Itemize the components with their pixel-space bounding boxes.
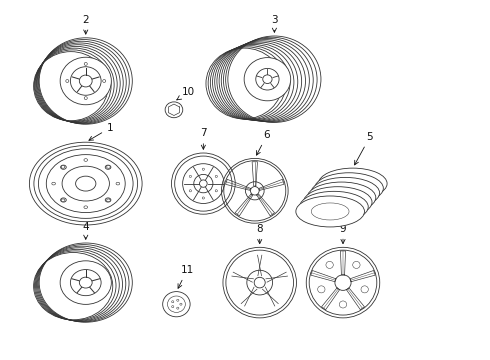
Ellipse shape	[61, 166, 65, 168]
Ellipse shape	[84, 159, 88, 161]
Ellipse shape	[60, 261, 111, 304]
Ellipse shape	[361, 286, 368, 293]
Ellipse shape	[61, 198, 66, 202]
Text: 8: 8	[256, 224, 263, 244]
Ellipse shape	[61, 165, 66, 169]
Ellipse shape	[84, 97, 87, 99]
Text: 11: 11	[178, 265, 194, 288]
Ellipse shape	[334, 175, 371, 192]
Ellipse shape	[299, 192, 368, 222]
Text: 9: 9	[340, 224, 346, 244]
Ellipse shape	[326, 261, 333, 269]
Ellipse shape	[215, 190, 218, 192]
Ellipse shape	[102, 80, 106, 82]
Ellipse shape	[189, 175, 192, 177]
Text: 2: 2	[82, 15, 89, 34]
Ellipse shape	[172, 301, 174, 303]
Ellipse shape	[318, 168, 387, 199]
Ellipse shape	[315, 173, 383, 204]
Ellipse shape	[60, 57, 111, 105]
Ellipse shape	[202, 168, 204, 170]
Ellipse shape	[189, 190, 192, 192]
Ellipse shape	[296, 196, 365, 227]
Ellipse shape	[84, 206, 88, 208]
Ellipse shape	[61, 199, 65, 202]
Ellipse shape	[177, 299, 179, 301]
Text: 5: 5	[355, 132, 373, 165]
Ellipse shape	[177, 307, 179, 309]
Ellipse shape	[303, 187, 372, 218]
Ellipse shape	[319, 194, 357, 211]
Ellipse shape	[326, 184, 364, 201]
Ellipse shape	[105, 165, 111, 169]
Ellipse shape	[318, 286, 325, 293]
Text: 4: 4	[82, 222, 89, 239]
Ellipse shape	[107, 199, 110, 202]
Ellipse shape	[66, 80, 69, 82]
Ellipse shape	[353, 261, 360, 269]
Ellipse shape	[202, 197, 204, 199]
Ellipse shape	[215, 175, 218, 177]
Ellipse shape	[322, 189, 360, 206]
Ellipse shape	[52, 182, 55, 185]
Text: 10: 10	[177, 87, 195, 100]
Ellipse shape	[180, 303, 182, 305]
Ellipse shape	[105, 198, 111, 202]
Ellipse shape	[330, 180, 368, 197]
Ellipse shape	[165, 102, 183, 118]
Text: 7: 7	[200, 128, 207, 149]
Text: 3: 3	[271, 15, 278, 32]
Ellipse shape	[244, 58, 291, 101]
Ellipse shape	[163, 292, 190, 317]
Ellipse shape	[84, 63, 87, 65]
Text: 6: 6	[257, 130, 270, 155]
Ellipse shape	[339, 301, 346, 308]
Ellipse shape	[172, 306, 174, 308]
Ellipse shape	[315, 198, 353, 215]
Ellipse shape	[311, 177, 380, 208]
Ellipse shape	[116, 182, 120, 185]
Ellipse shape	[311, 203, 349, 220]
Ellipse shape	[107, 166, 110, 168]
Ellipse shape	[307, 182, 376, 213]
Text: 1: 1	[89, 123, 114, 140]
